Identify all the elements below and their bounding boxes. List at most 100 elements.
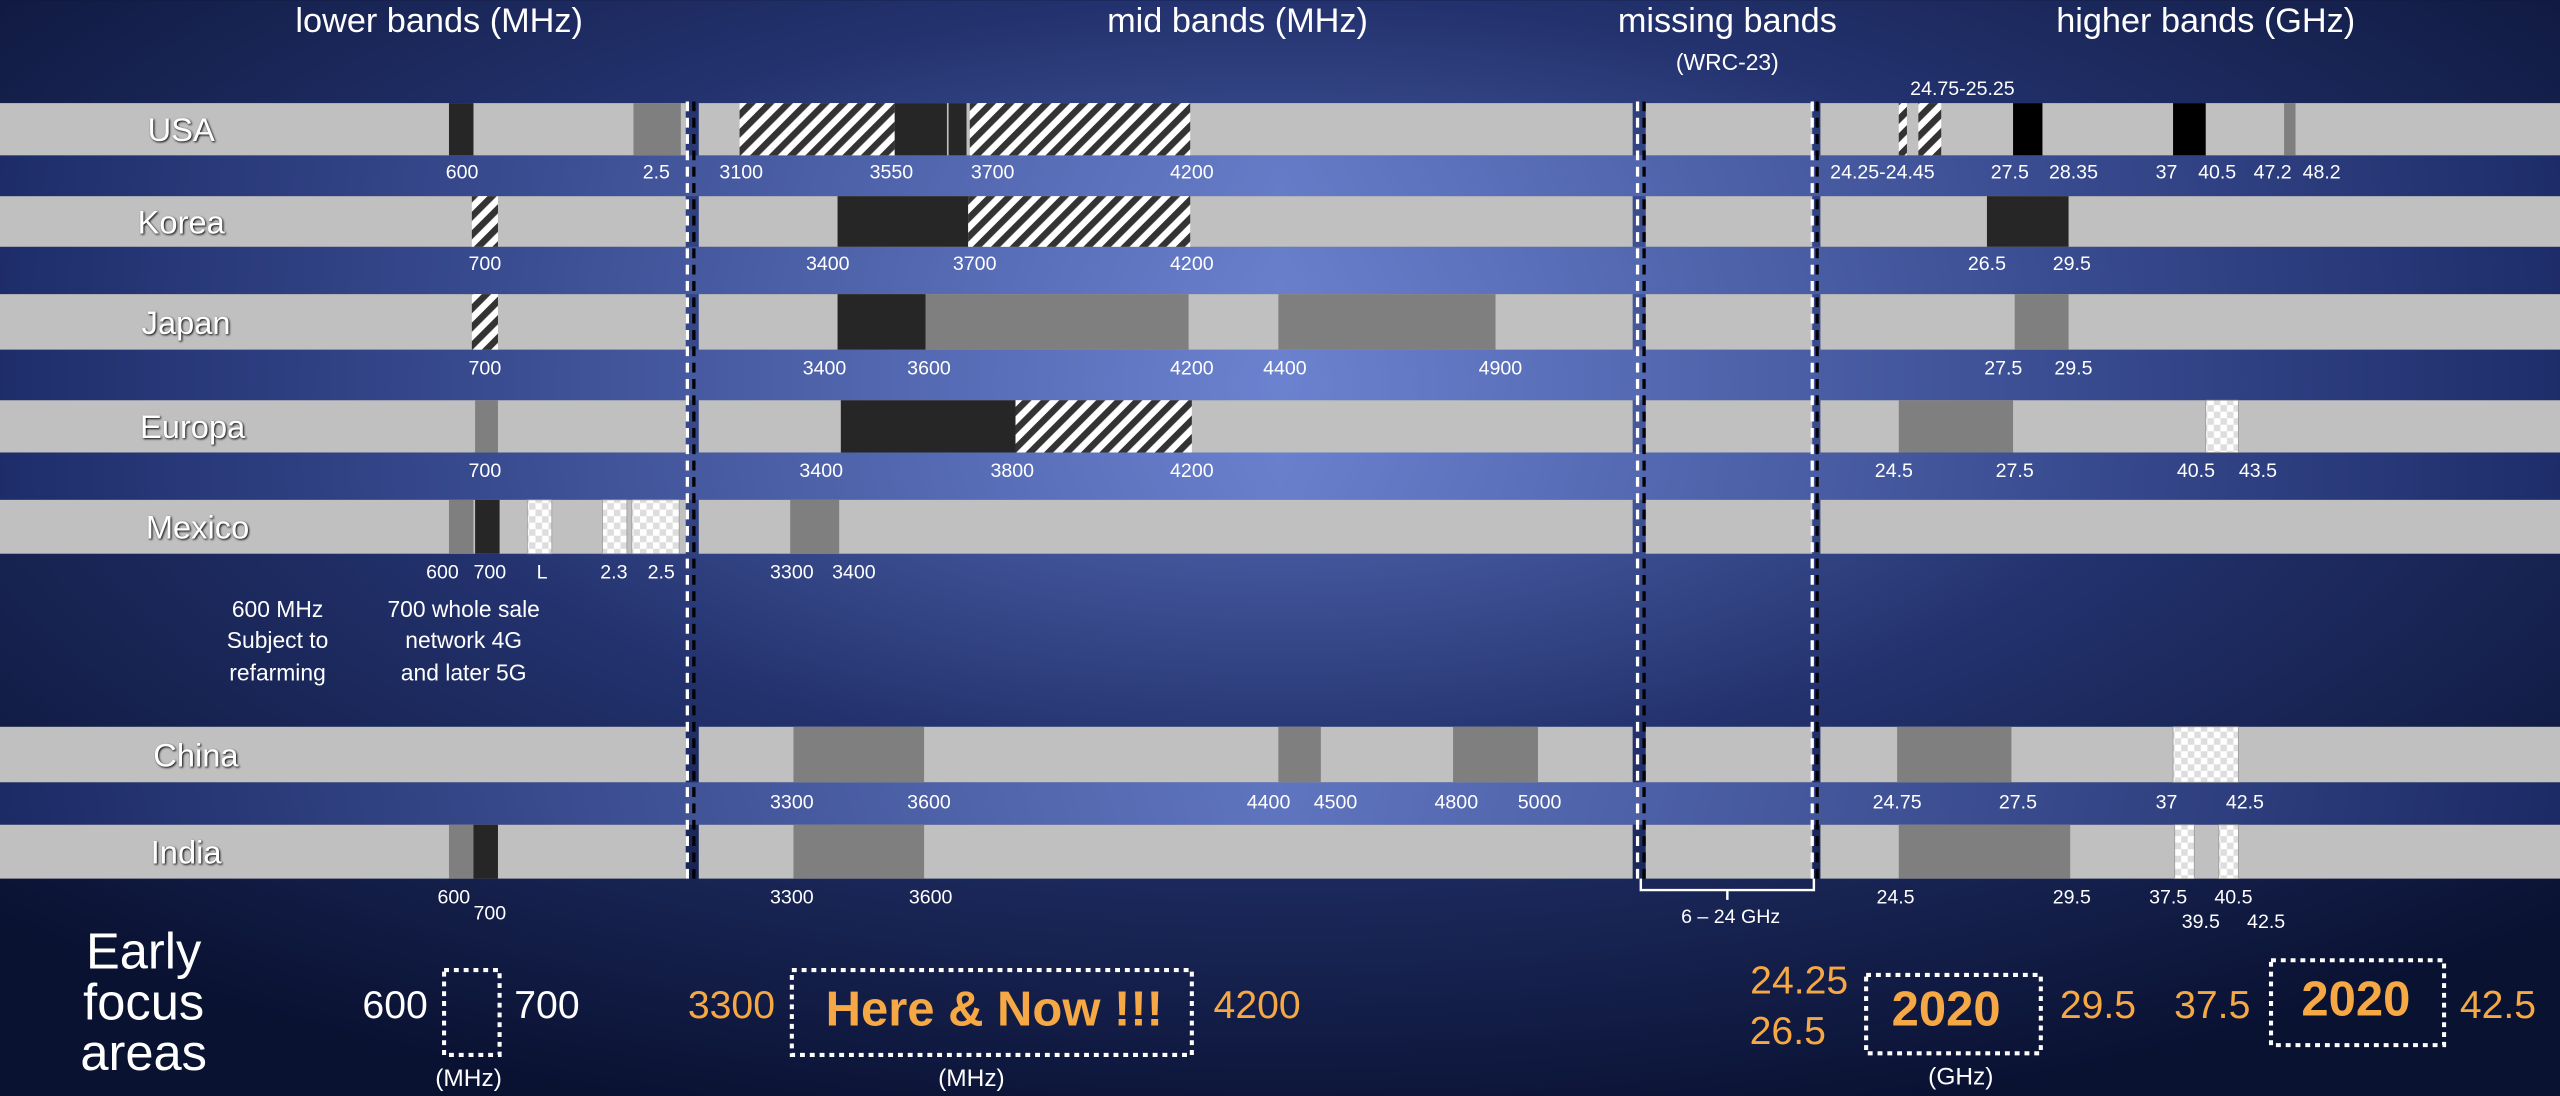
band-bar [1646,500,1813,554]
frequency-label: 26.5 [1968,253,2006,275]
spectrum-block [2175,825,2195,879]
band-bar [0,727,686,783]
spectrum-block [838,196,969,247]
band-bar [0,825,686,879]
spectrum-block [472,294,498,350]
frequency-label: 47.2 [2254,161,2292,183]
frequency-label: 5000 [1518,792,1562,814]
frequency-label: 27.5 [1984,357,2022,379]
frequency-label: 3550 [870,161,914,183]
frequency-label: 4200 [1170,357,1214,379]
spectrum-block [949,103,967,155]
header: lower bands (MHz) [295,2,583,40]
frequency-label: 29.5 [2053,253,2091,275]
spectrum-block [2173,727,2238,783]
spectrum-block [1899,103,1907,155]
band-bar [1646,400,1813,452]
focus-item: (GHz) [1928,1063,1993,1090]
frequency-label: 3600 [909,886,953,908]
spectrum-block [2206,400,2239,452]
spectrum-block [926,294,1189,350]
frequency-label: 3600 [907,792,951,814]
frequency-label: 43.5 [2239,460,2277,482]
frequency-label: 3300 [770,792,814,814]
spectrum-block [1899,400,2013,452]
spectrum-block [790,500,839,554]
band-bar [1646,825,1813,879]
frequency-label: 39.5 [2182,911,2220,933]
spectrum-block [793,727,924,783]
frequency-label: 3600 [907,357,951,379]
spectrum-block [473,825,497,879]
spectrum-block [449,103,473,155]
frequency-label: 700 [469,253,502,275]
band-strip [0,247,2560,294]
band-bar [1820,294,2560,350]
spectrum-block [895,103,947,155]
focus-item: 37.5 [2174,984,2250,1027]
frequency-label: 3300 [770,886,814,908]
spectrum-block [633,103,680,155]
header-note: (WRC-23) [1676,49,1779,75]
country-name: Mexico [146,509,249,546]
frequency-label: 4900 [1479,357,1523,379]
frequency-label: 4200 [1170,460,1214,482]
frequency-label: 37.5 [2149,886,2187,908]
country-name: Japan [142,304,231,341]
frequency-label: 3400 [832,561,876,583]
frequency-label: 2.5 [643,161,670,183]
focus-item: 29.5 [2060,984,2136,1027]
header: higher bands (GHz) [2056,2,2355,40]
band-bar [1820,196,2560,247]
slide: USA6002.5310035503700420024.25-24.4527.5… [0,0,2560,1096]
spectrum-block [2219,825,2239,879]
country-name: Europa [140,408,246,445]
spectrum-block [793,825,924,879]
band-bar [0,400,686,452]
spectrum-block [970,103,1190,155]
spectrum-block [740,103,895,155]
frequency-label: 3100 [719,161,763,183]
band-bar [1646,103,1813,155]
focus-item: 700 [514,984,579,1027]
spectrum-block [1016,400,1192,452]
frequency-label: 24.75-25.25 [1910,78,2015,100]
frequency-label: 24.75 [1873,792,1922,814]
note: network 4G [405,627,522,653]
country-name: China [153,736,239,773]
spectrum-block [2173,103,2206,155]
focus-title: Early [86,923,202,980]
focus-item: 26.5 [1750,1010,1826,1053]
frequency-label: 48.2 [2303,161,2341,183]
frequency-label: 3400 [803,357,847,379]
focus-item: (MHz) [938,1065,1005,1092]
frequency-label: 29.5 [2053,886,2091,908]
spectrum-block [475,400,498,452]
frequency-label: 700 [469,357,502,379]
spectrum-block [1918,103,1941,155]
header: mid bands (MHz) [1107,2,1368,40]
spectrum-block [1987,196,2069,247]
frequency-label: 2.5 [648,561,675,583]
focus-item: 2020 [1892,982,2001,1036]
frequency-label: 4500 [1314,792,1358,814]
band-bar [1646,294,1813,350]
frequency-label: 4200 [1170,161,1214,183]
focus-title: areas [80,1024,207,1081]
spectrum-block [527,500,551,554]
spectrum-block [1899,825,2070,879]
spectrum-block [2015,294,2069,350]
frequency-label: 4400 [1247,792,1291,814]
spectrum-block [968,196,1190,247]
focus-item: 4200 [1214,984,1301,1027]
frequency-label: 42.5 [2226,792,2264,814]
spectrum-block [2013,103,2042,155]
frequency-label: 2.3 [600,561,627,583]
focus-title: focus [83,973,204,1030]
focus-item: 3300 [688,984,775,1027]
band-bar [0,196,686,247]
frequency-label: 600 [446,161,479,183]
country-name: India [151,834,223,871]
frequency-label: 3400 [806,253,850,275]
frequency-label: 28.35 [2049,161,2098,183]
